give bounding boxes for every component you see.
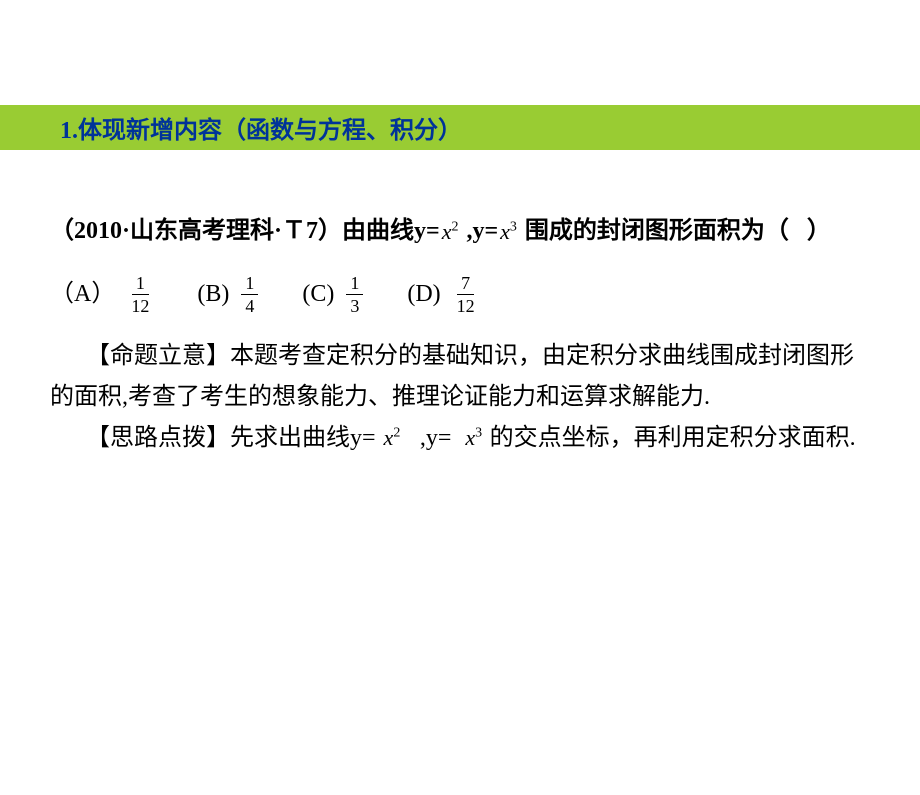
option-c-label: (C) (302, 273, 334, 316)
option-b-label: (B) (197, 273, 229, 316)
question-block: （2010·山东高考理科·Ｔ7）由曲线y= x2 ,y= x3 围成的封闭图形面… (50, 210, 870, 459)
option-a: （A） 1 12 (50, 273, 157, 316)
hint-label: 【思路点拨】 (98, 425, 230, 451)
hint-section: 【思路点拨】先求出曲线y= x2 ,y= x3 的交点坐标，再利用定积分求面积. (50, 418, 870, 459)
option-a-fraction: 1 12 (127, 274, 153, 315)
option-d: (D) 7 12 (407, 273, 482, 316)
hint-formula-x-cubed: x3 (463, 425, 489, 450)
option-b-fraction: 1 4 (241, 274, 258, 315)
hint-prefix: 先求出曲线y= (230, 425, 376, 451)
hint-suffix: 的交点坐标，再利用定积分求面积. (490, 425, 856, 451)
intent-section: 【命题立意】本题考查定积分的基础知识，由定积分求曲线围成封闭图形的面积,考查了考… (50, 336, 870, 418)
hint-formula-x-squared: x2 (382, 425, 408, 450)
formula-x-cubed: x3 (498, 212, 519, 252)
section-header: 1.体现新增内容（函数与方程、积分） (0, 105, 920, 150)
content-area: （2010·山东高考理科·Ｔ7）由曲线y= x2 ,y= x3 围成的封闭图形面… (0, 210, 920, 459)
section-title: 1.体现新增内容（函数与方程、积分） (60, 110, 462, 145)
option-d-label: (D) (407, 273, 440, 316)
hint-mid: ,y= (408, 425, 458, 451)
question-text: （2010·山东高考理科·Ｔ7）由曲线y= x2 ,y= x3 围成的封闭图形面… (50, 210, 870, 253)
hint-indent (50, 425, 98, 451)
options-row: （A） 1 12 (B) 1 4 (C) 1 3 (50, 273, 870, 316)
question-source: （2010·山东高考理科·Ｔ7）由曲线y= (50, 210, 440, 253)
intent-label-text: 【命题立意】 (98, 343, 230, 369)
question-suffix: 围成的封闭图形面积为（ ） (519, 210, 831, 253)
intent-label (50, 343, 98, 369)
option-d-fraction: 7 12 (453, 274, 479, 315)
option-b: (B) 1 4 (197, 273, 262, 316)
analysis-block: 【命题立意】本题考查定积分的基础知识，由定积分求曲线围成封闭图形的面积,考查了考… (50, 336, 870, 458)
formula-x-squared: x2 (440, 212, 461, 252)
option-a-label: （A） (50, 273, 115, 316)
option-c-fraction: 1 3 (346, 274, 363, 315)
question-mid: ,y= (460, 210, 498, 253)
option-c: (C) 1 3 (302, 273, 367, 316)
